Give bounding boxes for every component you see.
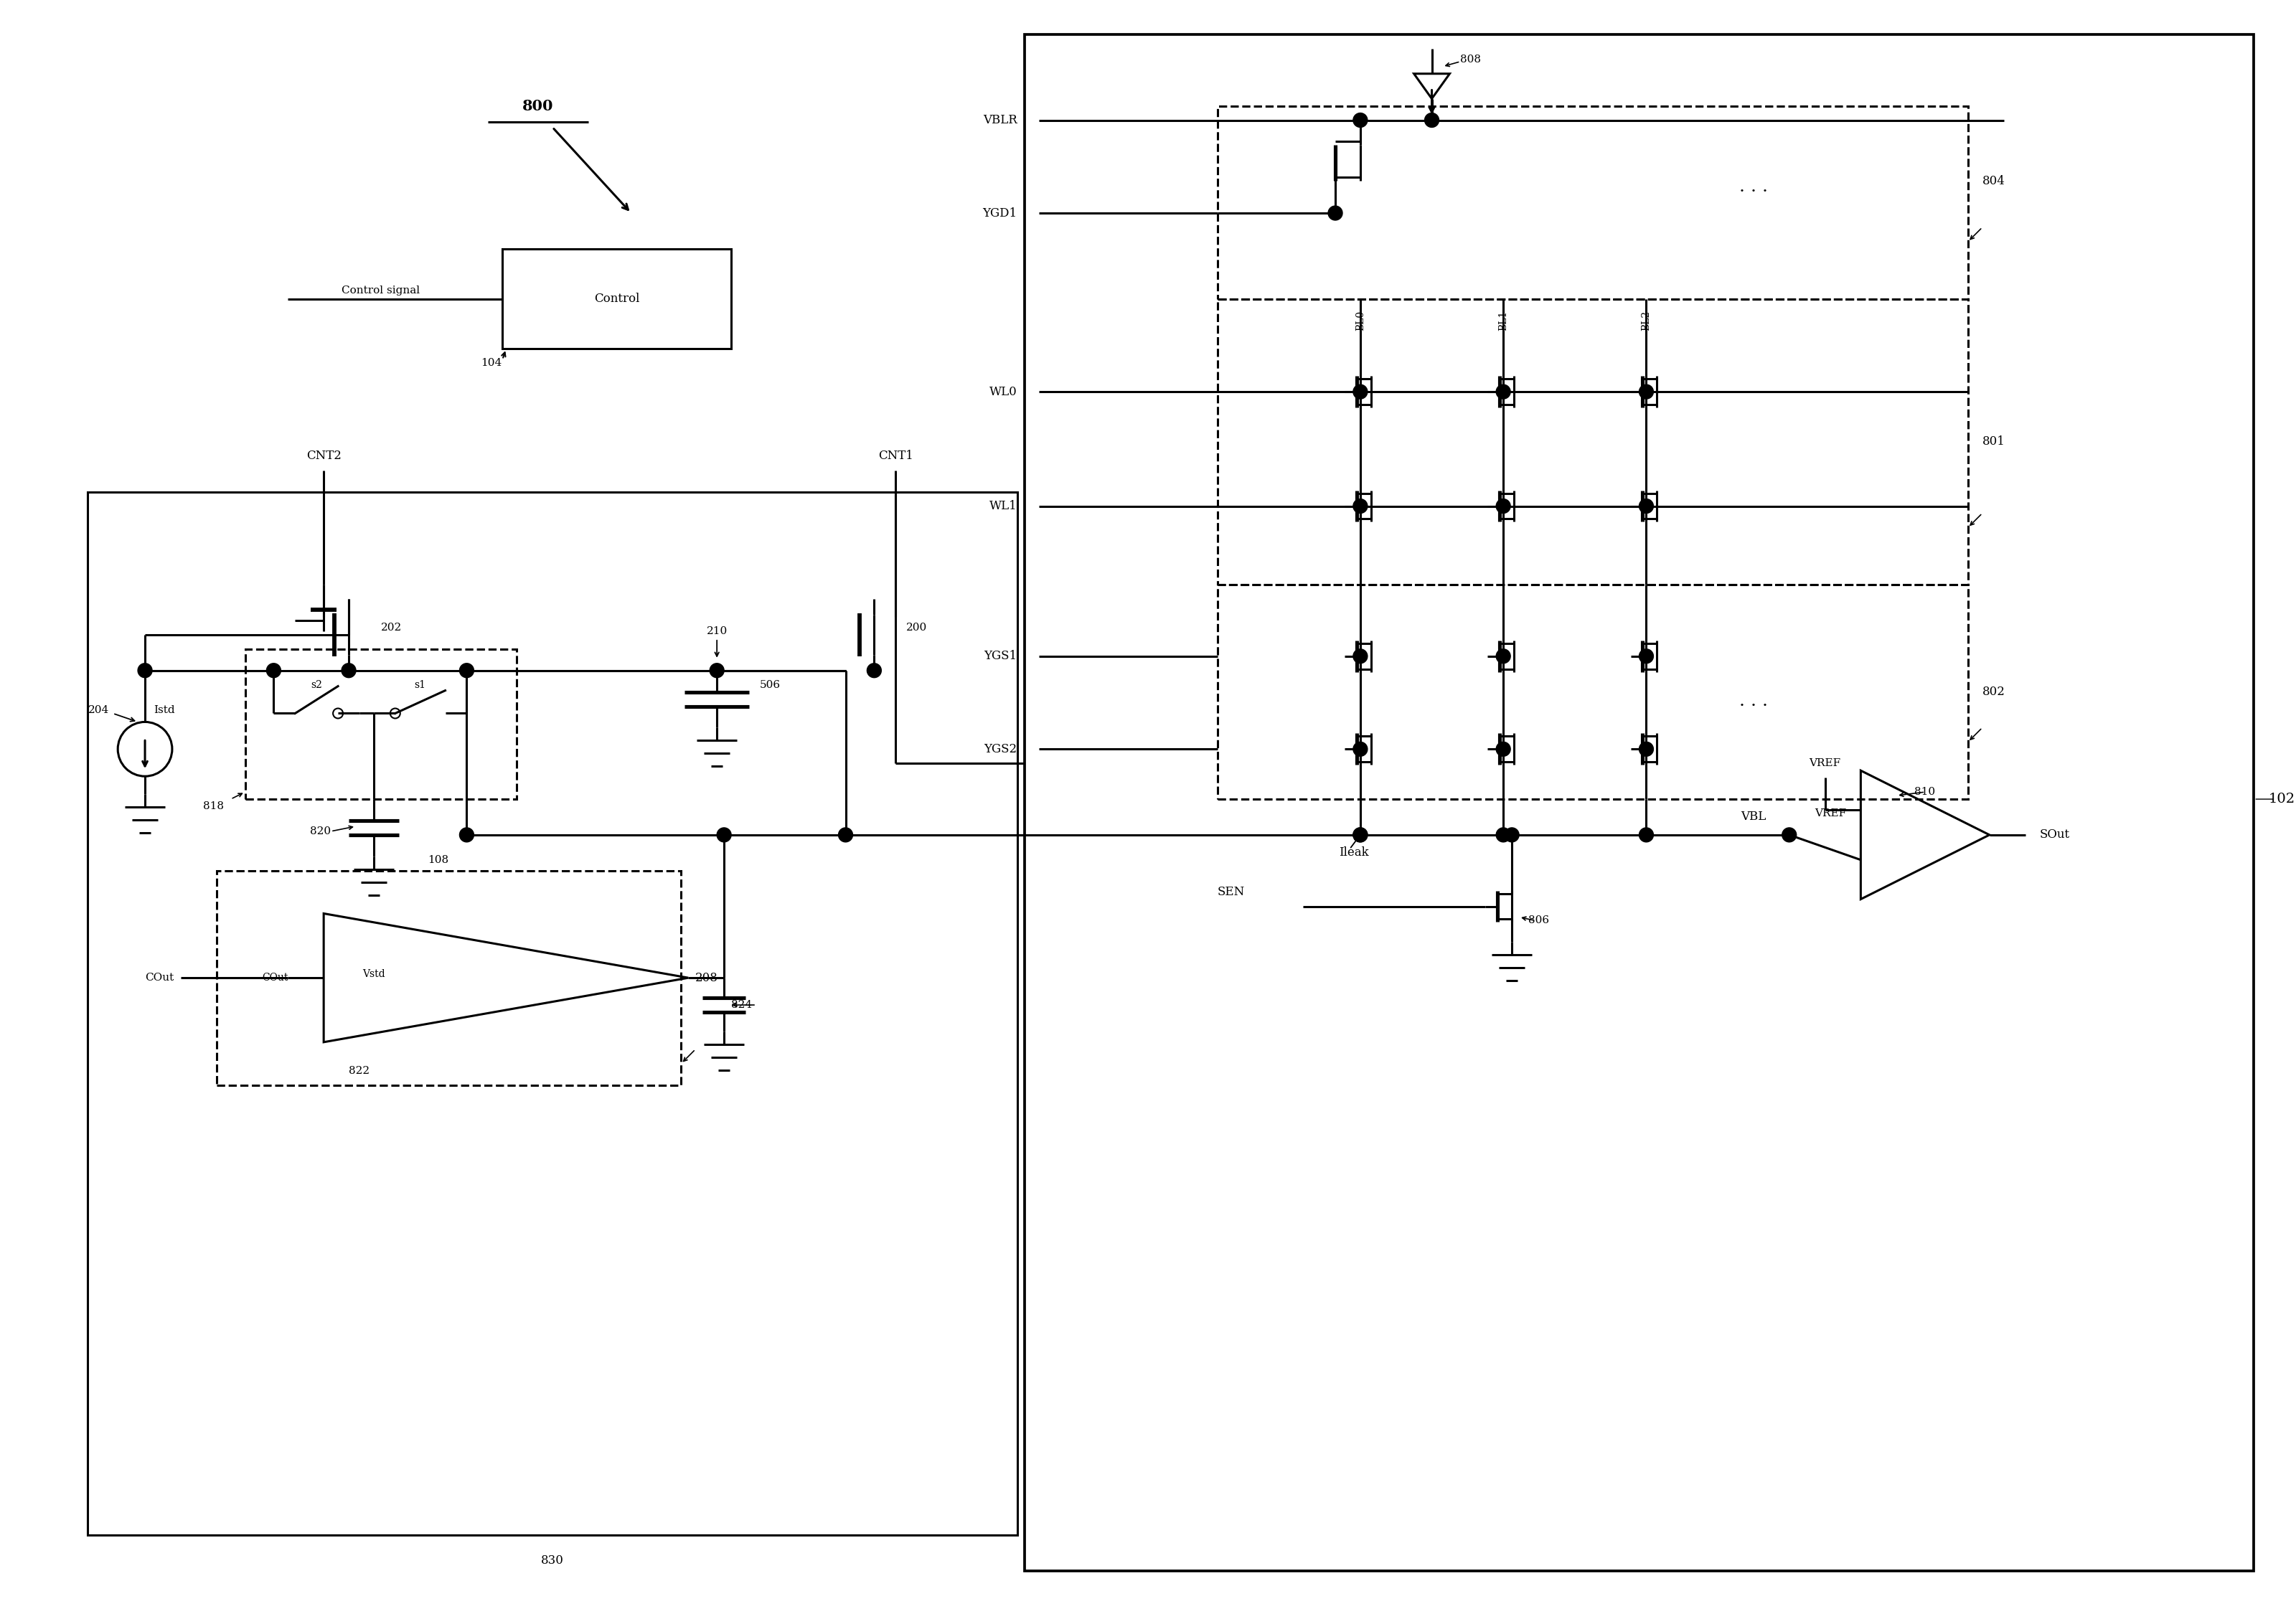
Text: · · ·: · · · — [1738, 184, 1768, 200]
Text: VBL: VBL — [1740, 810, 1766, 823]
Bar — [246, 650, 517, 799]
Circle shape — [1639, 385, 1653, 400]
Text: 200: 200 — [907, 622, 928, 633]
Circle shape — [342, 663, 356, 677]
Text: BL1: BL1 — [1499, 310, 1508, 330]
Circle shape — [868, 663, 882, 677]
Text: Control signal: Control signal — [342, 286, 420, 296]
Circle shape — [1497, 742, 1511, 757]
Text: s1: s1 — [416, 680, 427, 690]
Circle shape — [716, 828, 730, 841]
Bar — [1217, 299, 1968, 585]
Text: COut: COut — [145, 973, 174, 983]
Text: 804: 804 — [1981, 175, 2004, 187]
Circle shape — [1639, 828, 1653, 841]
Text: 818: 818 — [202, 801, 223, 812]
Bar — [503, 248, 730, 349]
Text: SEN: SEN — [1217, 887, 1244, 898]
Text: 104: 104 — [480, 359, 503, 369]
Text: Control: Control — [595, 292, 641, 305]
Text: 820: 820 — [310, 827, 331, 836]
Text: VREF: VREF — [1814, 809, 1846, 818]
Circle shape — [1497, 650, 1511, 663]
Text: 810: 810 — [1915, 788, 1936, 797]
Text: 806: 806 — [1529, 916, 1550, 926]
Text: CNT2: CNT2 — [305, 450, 342, 463]
Circle shape — [838, 828, 852, 841]
Circle shape — [1504, 828, 1520, 841]
Circle shape — [1497, 385, 1511, 400]
Bar — [1217, 585, 1968, 799]
Circle shape — [1352, 114, 1368, 127]
Text: 800: 800 — [523, 99, 553, 114]
Circle shape — [1639, 650, 1653, 663]
Text: 802: 802 — [1981, 685, 2004, 698]
Circle shape — [1639, 499, 1653, 513]
Text: CNT1: CNT1 — [877, 450, 914, 463]
Text: YGS1: YGS1 — [985, 650, 1017, 663]
Text: 824: 824 — [730, 1000, 753, 1010]
Text: VBLR: VBLR — [983, 114, 1017, 127]
Text: 204: 204 — [87, 705, 110, 715]
Circle shape — [266, 663, 280, 677]
Circle shape — [1782, 828, 1795, 841]
Text: 108: 108 — [427, 854, 448, 866]
Circle shape — [1352, 499, 1368, 513]
Circle shape — [1352, 828, 1368, 841]
Circle shape — [138, 663, 152, 677]
Text: 506: 506 — [760, 680, 781, 690]
Circle shape — [709, 663, 723, 677]
Text: Istd: Istd — [154, 705, 174, 715]
Text: s2: s2 — [310, 680, 321, 690]
Text: Ileak: Ileak — [1339, 846, 1368, 859]
Text: 801: 801 — [1981, 435, 2004, 448]
Text: YGD1: YGD1 — [983, 206, 1017, 219]
Text: WL1: WL1 — [990, 500, 1017, 512]
Text: YGS2: YGS2 — [985, 744, 1017, 755]
Text: 208: 208 — [696, 971, 719, 984]
Circle shape — [1352, 650, 1368, 663]
Circle shape — [1352, 385, 1368, 400]
Text: Vstd: Vstd — [363, 970, 386, 979]
Circle shape — [1352, 742, 1368, 757]
Bar — [1024, 34, 2255, 1570]
Circle shape — [1497, 499, 1511, 513]
Text: SOut: SOut — [2039, 828, 2069, 841]
Text: 210: 210 — [707, 627, 728, 637]
Circle shape — [1639, 742, 1653, 757]
Text: BL2: BL2 — [1642, 310, 1651, 330]
Circle shape — [459, 663, 473, 677]
Text: 808: 808 — [1460, 54, 1481, 65]
Text: VREF: VREF — [1809, 758, 1841, 768]
Circle shape — [1424, 114, 1440, 127]
Bar — [1217, 106, 1968, 299]
Text: 822: 822 — [349, 1065, 370, 1075]
Text: 830: 830 — [542, 1554, 565, 1567]
Text: COut: COut — [262, 973, 287, 983]
Text: 102: 102 — [2268, 793, 2296, 806]
Text: WL0: WL0 — [990, 385, 1017, 398]
Text: BL0: BL0 — [1355, 310, 1366, 330]
Circle shape — [1497, 828, 1511, 841]
Bar — [216, 870, 682, 1085]
Circle shape — [459, 828, 473, 841]
Text: 202: 202 — [381, 622, 402, 633]
Circle shape — [1352, 828, 1368, 841]
Text: · · ·: · · · — [1738, 698, 1768, 715]
Bar — [87, 492, 1017, 1535]
Circle shape — [1327, 206, 1343, 221]
